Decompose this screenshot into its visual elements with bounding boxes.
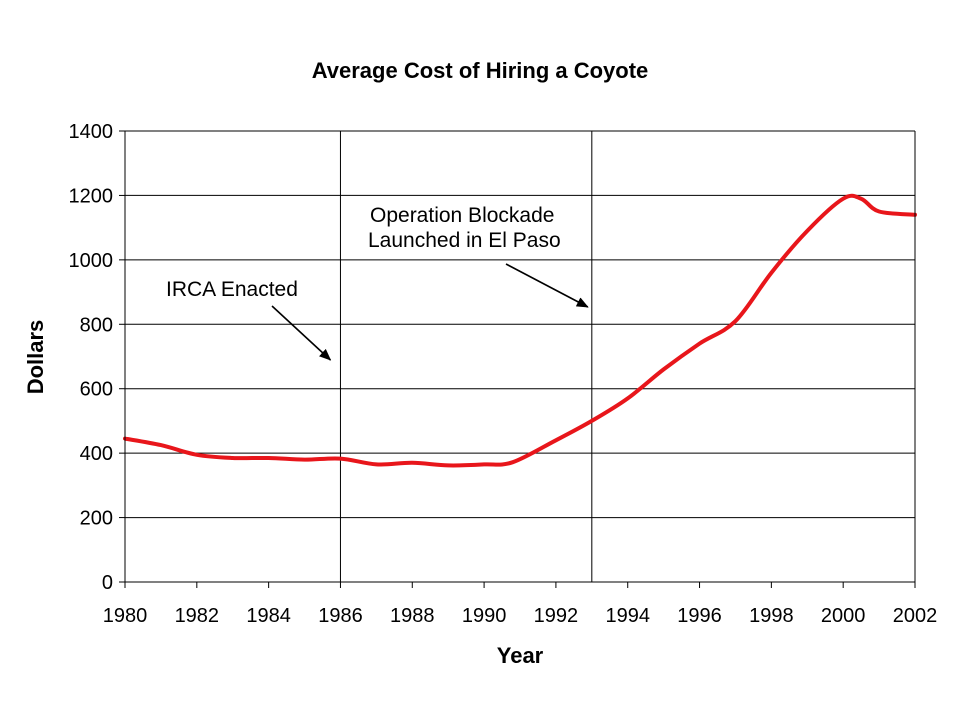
y-tick-label-1400: 1400 — [69, 121, 114, 143]
x-tick-label-1982: 1982 — [175, 605, 220, 627]
x-tick-label-1988: 1988 — [390, 605, 435, 627]
y-tick-label-400: 400 — [80, 443, 113, 465]
series-line-0 — [123, 193, 917, 468]
x-tick-label-1986: 1986 — [318, 605, 363, 627]
x-tick-label-1984: 1984 — [246, 605, 291, 627]
series-layer — [123, 193, 917, 468]
annotation-blockade-arrow — [505, 263, 589, 308]
x-tick-label-1994: 1994 — [605, 605, 650, 627]
x-tick-label-1992: 1992 — [534, 605, 579, 627]
x-tick-label-2000: 2000 — [821, 605, 866, 627]
y-tick-label-0: 0 — [102, 572, 113, 594]
y-tick-label-200: 200 — [80, 508, 113, 530]
annotations: IRCA Enacted Operation Blockade Launched i… — [166, 204, 589, 361]
x-tick-label-1990: 1990 — [462, 605, 507, 627]
y-tick-label-800: 800 — [80, 314, 113, 336]
x-tick-label-2002: 2002 — [893, 605, 938, 627]
x-tick-label-1980: 1980 — [103, 605, 148, 627]
chart-title: Average Cost of Hiring a Coyote — [312, 58, 649, 83]
y-tick-label-1200: 1200 — [69, 185, 114, 207]
axes — [119, 130, 916, 588]
x-axis-title: Year — [497, 643, 544, 668]
annotation-blockade-label: Operation Blockade Launched in El Paso — [368, 204, 561, 252]
x-tick-label-1998: 1998 — [749, 605, 794, 627]
gridlines — [125, 130, 915, 519]
event-lines — [339, 131, 593, 582]
annotation-blockade-line-2: Launched in El Paso — [368, 229, 561, 252]
annotation-blockade-line-1: Operation Blockade — [370, 204, 554, 227]
y-axis-title: Dollars — [23, 320, 48, 395]
y-tick-label-600: 600 — [80, 379, 113, 401]
tick-labels: 0 200 400 600 800 1000 1200 1400 1980 1982 1984 198… — [69, 121, 938, 627]
annotation-irca-label: IRCA Enacted — [166, 278, 298, 301]
x-tick-label-1996: 1996 — [677, 605, 722, 627]
annotation-irca-arrow — [271, 305, 332, 361]
y-tick-label-1000: 1000 — [69, 250, 114, 272]
